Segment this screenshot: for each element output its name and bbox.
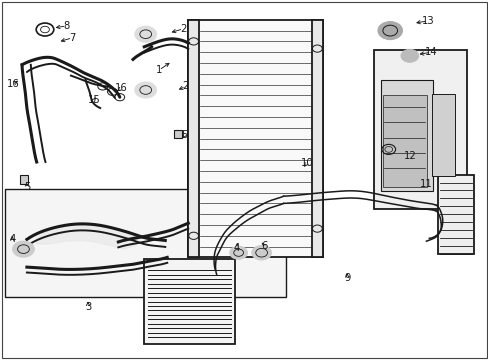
Text: 6: 6: [260, 240, 267, 251]
Text: 4: 4: [234, 243, 240, 253]
Circle shape: [135, 82, 156, 98]
Text: 15: 15: [87, 95, 100, 105]
Circle shape: [229, 246, 247, 259]
Bar: [5, 189, 285, 297]
Bar: [144, 259, 234, 344]
Circle shape: [377, 22, 402, 40]
Circle shape: [400, 49, 418, 62]
Text: 16: 16: [115, 83, 127, 93]
Bar: [188, 20, 322, 257]
Text: 2: 2: [182, 81, 189, 91]
Text: 3: 3: [85, 302, 91, 312]
Text: 14: 14: [424, 47, 437, 57]
Bar: [311, 20, 322, 257]
Bar: [437, 175, 473, 254]
Bar: [373, 50, 466, 209]
Circle shape: [251, 246, 271, 260]
Circle shape: [135, 26, 156, 42]
Bar: [382, 95, 427, 187]
Text: 1: 1: [155, 65, 162, 75]
Text: 7: 7: [69, 33, 76, 43]
Text: 4: 4: [9, 234, 15, 244]
Text: 13: 13: [421, 16, 433, 26]
Polygon shape: [37, 223, 137, 249]
Text: 8: 8: [63, 21, 69, 31]
Text: 5: 5: [23, 182, 30, 192]
Bar: [20, 175, 28, 184]
Bar: [173, 130, 182, 138]
Text: 2: 2: [180, 24, 186, 34]
Text: 12: 12: [403, 150, 415, 161]
Bar: [188, 20, 199, 257]
Text: 9: 9: [343, 273, 350, 283]
Bar: [381, 80, 432, 191]
Text: 16: 16: [7, 78, 20, 89]
Text: 10: 10: [300, 158, 313, 168]
Circle shape: [13, 241, 34, 257]
Text: 11: 11: [419, 179, 432, 189]
Text: 5: 5: [181, 130, 188, 140]
Bar: [431, 94, 454, 176]
